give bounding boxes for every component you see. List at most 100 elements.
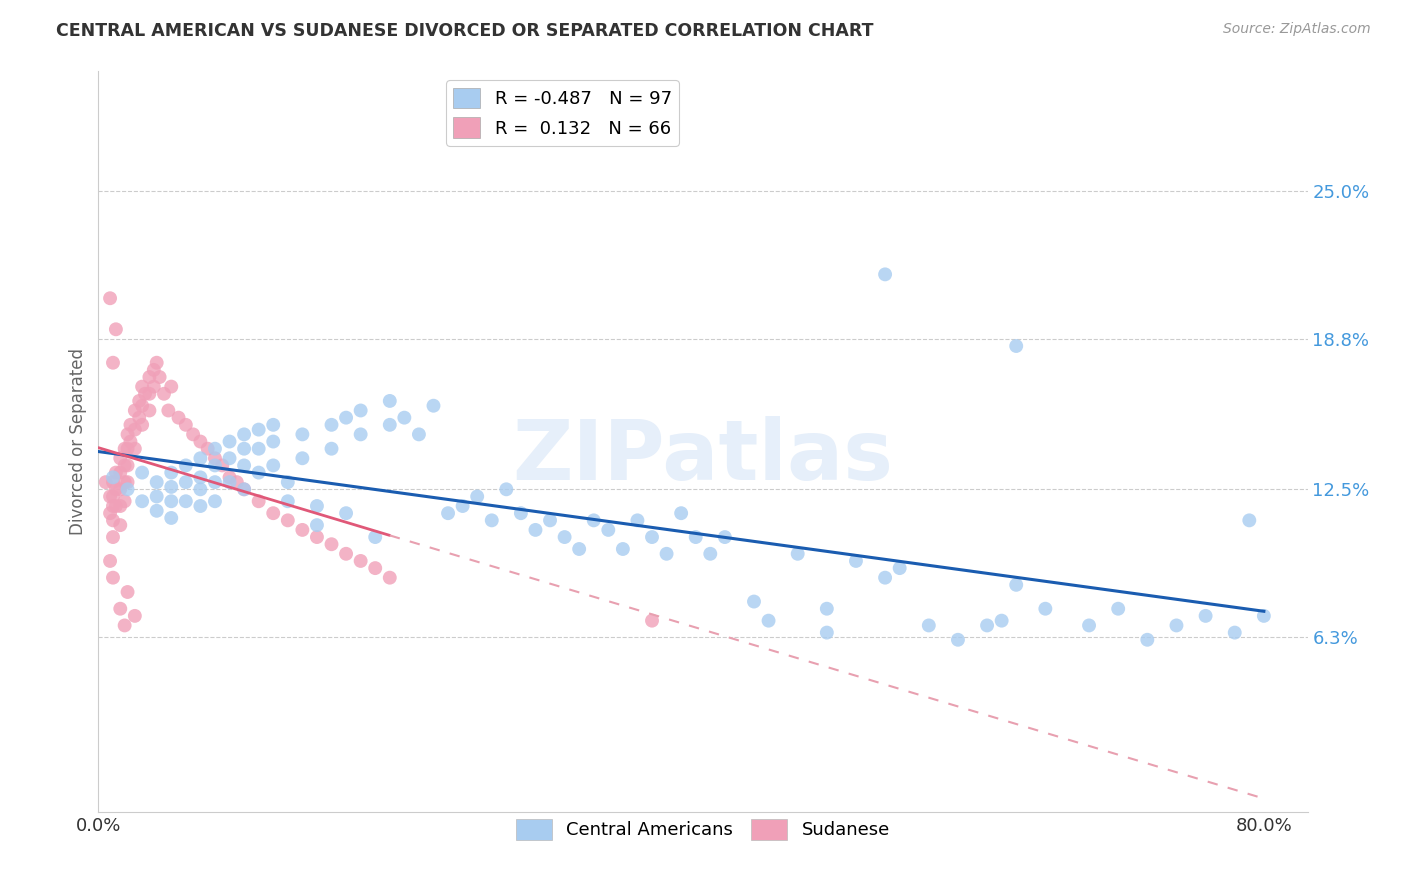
Point <box>160 511 183 525</box>
Point <box>305 530 328 544</box>
Text: Source: ZipAtlas.com: Source: ZipAtlas.com <box>1223 22 1371 37</box>
Point <box>218 451 240 466</box>
Point <box>104 499 127 513</box>
Point <box>815 625 838 640</box>
Point <box>204 458 226 473</box>
Point <box>262 506 284 520</box>
Point <box>247 466 270 480</box>
Point <box>394 410 416 425</box>
Point <box>626 513 648 527</box>
Point <box>364 530 387 544</box>
Point <box>262 458 284 473</box>
Point <box>465 490 488 504</box>
Point <box>174 458 197 473</box>
Point <box>142 363 165 377</box>
Point <box>669 506 692 520</box>
Point <box>1223 625 1246 640</box>
Point <box>114 494 136 508</box>
Point <box>114 618 136 632</box>
Point <box>451 499 474 513</box>
Point <box>350 554 373 568</box>
Point <box>114 458 136 473</box>
Point <box>98 291 121 305</box>
Point <box>218 434 240 449</box>
Point <box>422 399 444 413</box>
Point <box>262 417 284 432</box>
Point <box>378 417 401 432</box>
Point <box>101 470 124 484</box>
Point <box>291 427 314 442</box>
Text: ZIPatlas: ZIPatlas <box>513 416 893 497</box>
Point <box>149 370 172 384</box>
Point <box>437 506 460 520</box>
Point <box>117 427 139 442</box>
Point <box>1166 618 1188 632</box>
Point <box>145 475 167 490</box>
Point <box>142 379 165 393</box>
Point <box>1107 601 1129 615</box>
Point <box>101 356 124 370</box>
Point <box>990 614 1012 628</box>
Point <box>128 410 150 425</box>
Point <box>104 483 127 497</box>
Point <box>1253 608 1275 623</box>
Point <box>98 506 121 520</box>
Point <box>758 614 780 628</box>
Point <box>233 427 256 442</box>
Point <box>305 518 328 533</box>
Point <box>350 403 373 417</box>
Point <box>174 475 197 490</box>
Point <box>918 618 941 632</box>
Point <box>976 618 998 632</box>
Point <box>174 494 197 508</box>
Point <box>124 608 146 623</box>
Point <box>117 458 139 473</box>
Point <box>1194 608 1216 623</box>
Point <box>350 427 373 442</box>
Point <box>124 403 146 417</box>
Point <box>138 386 160 401</box>
Point <box>120 434 142 449</box>
Point <box>160 494 183 508</box>
Point <box>110 499 132 513</box>
Point <box>190 434 212 449</box>
Point <box>277 513 299 527</box>
Point <box>815 601 838 615</box>
Point <box>247 442 270 456</box>
Point <box>641 614 664 628</box>
Point <box>568 541 591 556</box>
Point <box>218 470 240 484</box>
Point <box>124 442 146 456</box>
Point <box>786 547 808 561</box>
Point <box>131 466 153 480</box>
Point <box>110 451 132 466</box>
Point <box>305 499 328 513</box>
Point <box>262 434 284 449</box>
Point <box>131 494 153 508</box>
Point <box>101 571 124 585</box>
Point <box>204 442 226 456</box>
Point <box>120 417 142 432</box>
Point <box>204 475 226 490</box>
Point <box>1005 339 1028 353</box>
Point <box>538 513 561 527</box>
Point <box>554 530 576 544</box>
Point <box>509 506 531 520</box>
Point <box>335 410 357 425</box>
Point <box>190 499 212 513</box>
Point <box>742 594 765 608</box>
Point <box>114 442 136 456</box>
Point <box>291 523 314 537</box>
Point <box>889 561 911 575</box>
Point <box>110 466 132 480</box>
Point <box>134 386 156 401</box>
Point <box>160 480 183 494</box>
Point <box>495 483 517 497</box>
Point <box>117 475 139 490</box>
Point <box>247 423 270 437</box>
Point <box>138 403 160 417</box>
Point <box>277 475 299 490</box>
Point <box>117 585 139 599</box>
Point <box>321 442 343 456</box>
Point <box>190 483 212 497</box>
